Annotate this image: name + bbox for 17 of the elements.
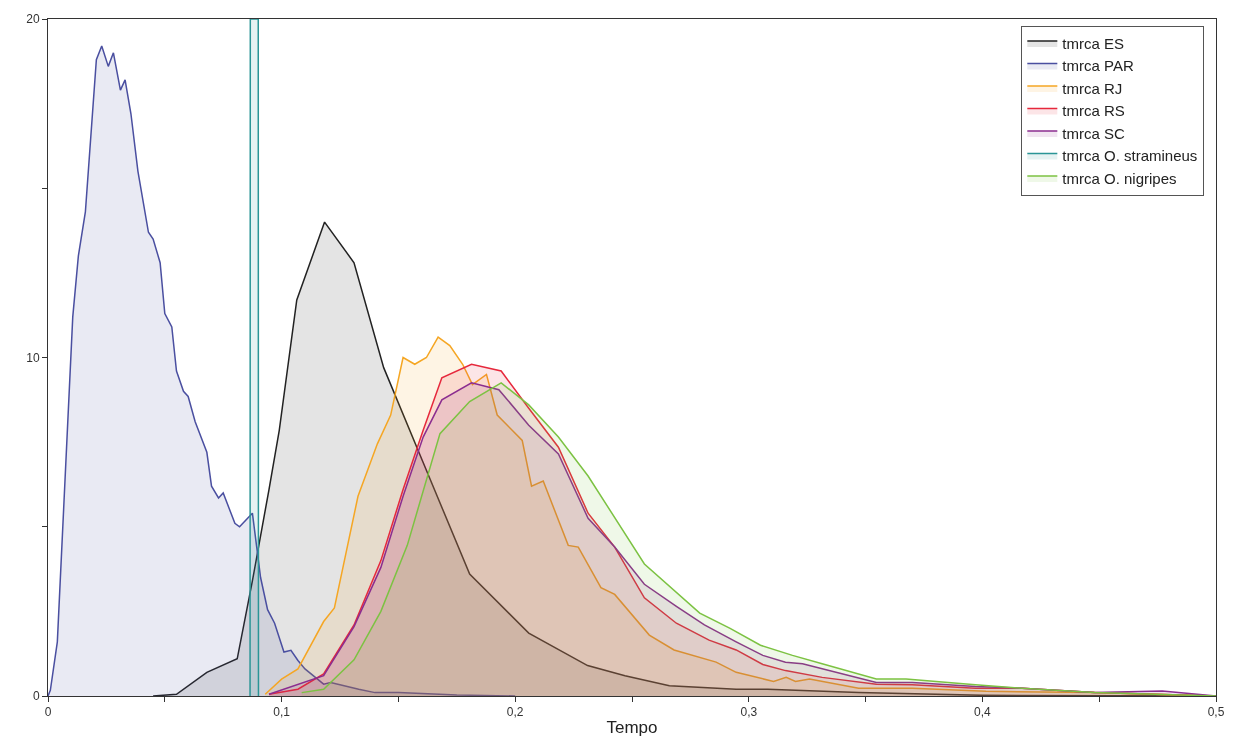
x-tick-label: 0,3 (740, 705, 758, 720)
legend-label: tmrca O. nigripes (1062, 169, 1177, 187)
legend-label: tmrca RJ (1062, 79, 1123, 97)
x-tick-label: 0,1 (273, 705, 291, 720)
legend-label: tmrca ES (1062, 34, 1125, 52)
y-tick-label: 20 (26, 12, 40, 27)
legend-label: tmrca SC (1062, 124, 1125, 142)
x-axis-title: Tempo (606, 717, 658, 737)
legend-label: tmrca RS (1062, 102, 1125, 120)
x-tick-label: 0,2 (506, 705, 524, 720)
x-tick-label: 0 (44, 705, 52, 720)
x-tick-label: 0,4 (974, 705, 992, 720)
x-tick-label: 0,5 (1207, 705, 1225, 720)
legend-label: tmrca PAR (1062, 57, 1134, 75)
legend-label: tmrca O. stramineus (1062, 147, 1198, 165)
y-tick-label: 0 (32, 689, 40, 704)
y-tick-label: 10 (26, 350, 40, 365)
